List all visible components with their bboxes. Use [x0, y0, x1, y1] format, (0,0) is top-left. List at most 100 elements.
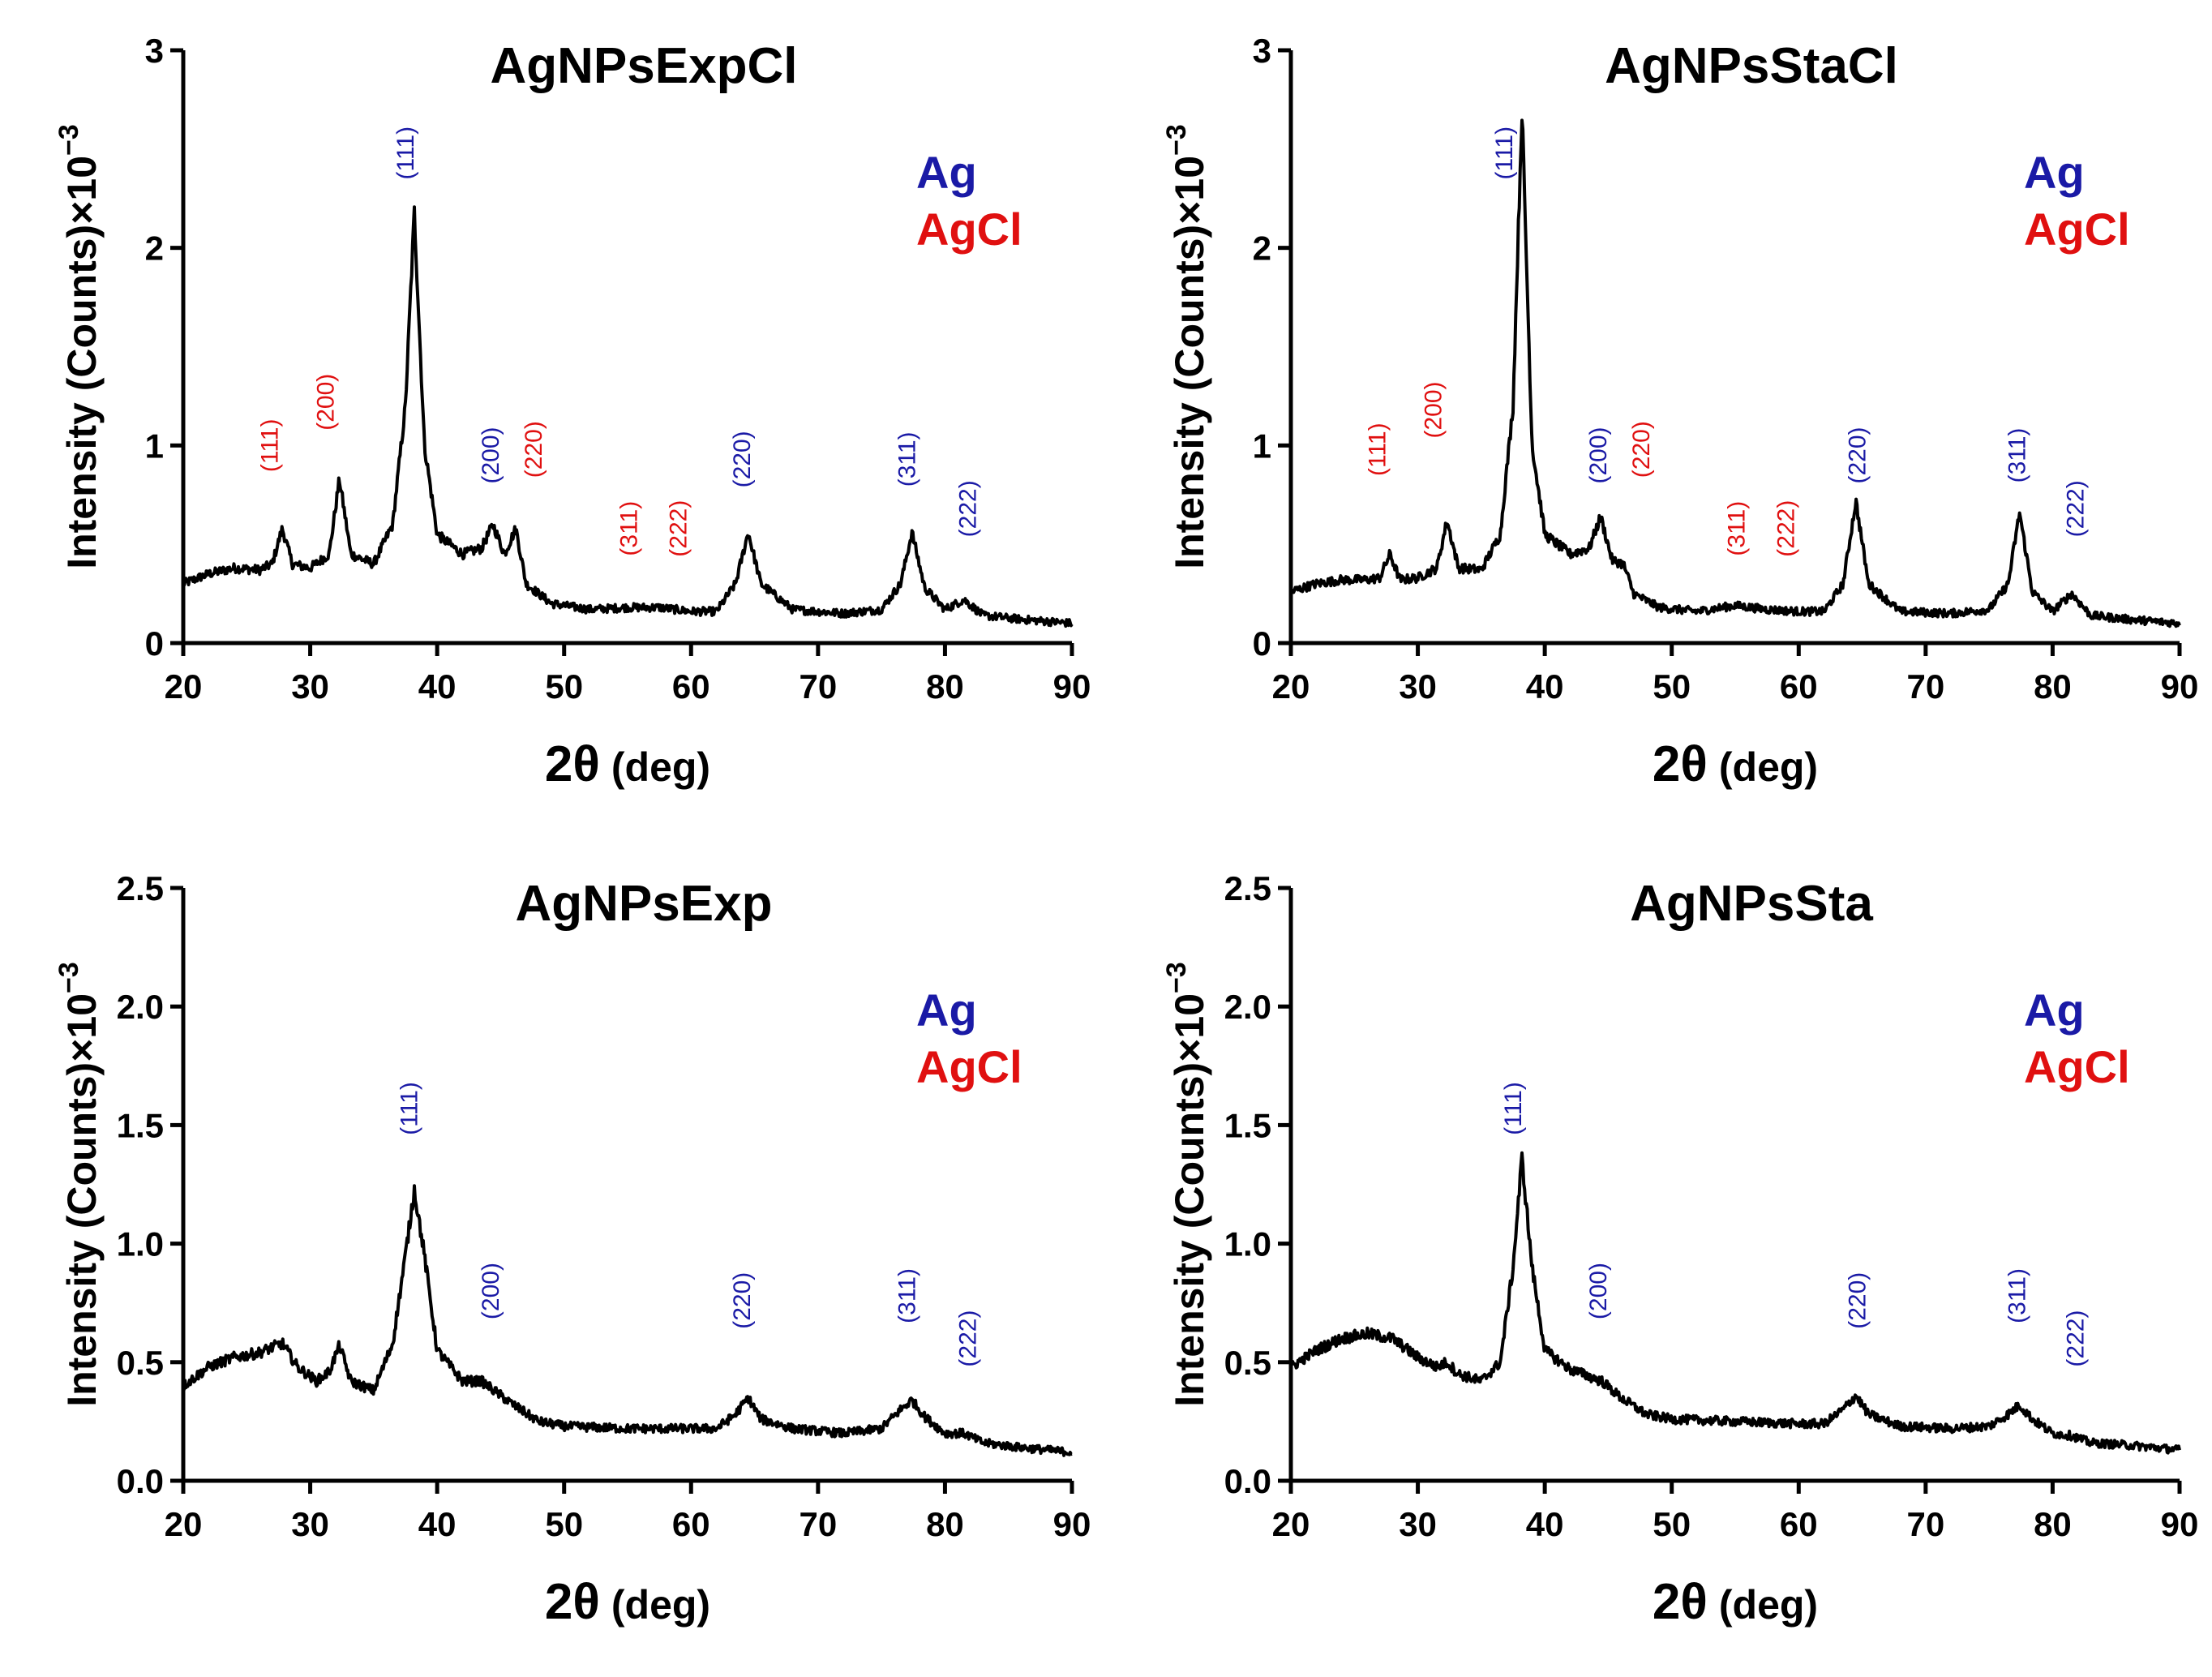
peak-label-ag: (222)	[955, 1310, 982, 1367]
x-tick-label: 80	[2034, 1505, 2072, 1543]
y-axis-title-exponent: −3	[1161, 124, 1192, 156]
peak-label-agcl: (311)	[616, 501, 643, 556]
x-tick-label: 40	[418, 1505, 457, 1543]
peak-label-ag: (311)	[2004, 428, 2031, 483]
y-axis-title-text: Intensity (Counts)×10	[1167, 993, 1212, 1407]
x-axis-title-symbol: 2θ	[545, 736, 600, 792]
peak-label-ag: (311)	[894, 431, 920, 487]
x-tick-label: 70	[799, 1505, 837, 1543]
y-tick-label: 2	[1253, 229, 1271, 268]
peak-label-ag: (222)	[2063, 480, 2090, 537]
chart-panel: 20 30 40 50 60 70 80 90 0 1 2 3 Intensity (Counts)×1…	[1161, 32, 2198, 792]
peak-label-ag: (220)	[1844, 1272, 1871, 1329]
x-axis-title-unit: (deg)	[611, 1582, 710, 1628]
x-tick-label: 40	[1526, 1505, 1564, 1543]
legend-agcl: AgCl	[2024, 1041, 2130, 1092]
y-tick-label: 0	[145, 624, 164, 663]
x-axis-title-symbol: 2θ	[1653, 736, 1708, 792]
x-tick-label: 90	[2161, 1505, 2199, 1543]
x-axis-title-unit: (deg)	[611, 744, 710, 790]
x-axis-title-symbol: 2θ	[1653, 1574, 1708, 1630]
peak-label-ag: (220)	[729, 431, 756, 487]
y-axis-title-text: Intensity (Counts)×10	[1167, 156, 1212, 569]
peak-label-ag: (200)	[478, 1263, 504, 1319]
peak-label-ag: (311)	[894, 1268, 920, 1323]
x-tick-label: 20	[1272, 1505, 1310, 1543]
peak-label-agcl: (220)	[1628, 421, 1655, 478]
x-axis-title-symbol: 2θ	[545, 1574, 600, 1630]
x-tick-label: 70	[1906, 667, 1944, 706]
x-tick-label: 30	[1399, 1505, 1437, 1543]
peak-label-ag: (200)	[1585, 1263, 1612, 1319]
xrd-trace	[1289, 118, 2181, 628]
x-tick-label: 90	[1053, 1505, 1091, 1543]
x-axis-title-unit: (deg)	[1719, 744, 1818, 790]
y-tick-label: 0.5	[117, 1344, 164, 1382]
x-tick-label: 50	[1653, 667, 1691, 706]
legend-ag: Ag	[916, 984, 977, 1036]
chart-title: AgNPsExpCl	[491, 38, 798, 94]
y-axis-title: Intensity (Counts)×10−3	[1161, 962, 1212, 1407]
y-tick-label: 0.0	[117, 1462, 164, 1500]
y-axis-title: Intensity (Counts)×10−3	[1161, 124, 1212, 569]
x-tick-label: 30	[291, 1505, 329, 1543]
chart-title: AgNPsSta	[1630, 876, 1873, 932]
y-axis-title-text: Intensity (Counts)×10	[59, 156, 105, 569]
peak-label-ag: (222)	[955, 480, 982, 537]
y-tick-label: 1.0	[117, 1225, 164, 1263]
legend-agcl: AgCl	[2024, 204, 2130, 255]
y-tick-label: 2	[145, 229, 164, 268]
x-tick-label: 70	[799, 667, 837, 706]
x-tick-label: 50	[545, 1505, 583, 1543]
x-tick-label: 20	[165, 1505, 203, 1543]
peak-label-agcl: (222)	[1773, 500, 1800, 557]
chart-title: AgNPsExp	[516, 876, 773, 932]
x-tick-label: 40	[1526, 667, 1564, 706]
peak-label-agcl: (311)	[1724, 501, 1751, 556]
chart-panel: 20 30 40 50 60 70 80 90 0.0 0.5 1.0 1.5 2.0 2.5 Intens…	[54, 869, 1091, 1630]
xrd-trace	[182, 205, 1074, 628]
y-tick-label: 2.0	[1224, 988, 1271, 1026]
y-tick-label: 3	[145, 32, 164, 70]
x-tick-label: 20	[165, 667, 203, 706]
y-tick-label: 1.0	[1224, 1225, 1271, 1263]
peak-label-agcl: (200)	[1420, 381, 1447, 438]
peak-label-agcl: (222)	[666, 500, 692, 557]
chart-title: AgNPsStaCl	[1605, 38, 1898, 94]
y-tick-label: 0	[1253, 624, 1271, 663]
peak-label-ag: (200)	[1585, 427, 1612, 483]
x-tick-label: 50	[545, 667, 583, 706]
x-tick-label: 30	[1399, 667, 1437, 706]
y-axis-title-exponent: −3	[54, 962, 84, 993]
peak-label-agcl: (111)	[256, 419, 283, 473]
x-tick-label: 50	[1653, 1505, 1691, 1543]
peak-label-agcl: (220)	[521, 421, 547, 478]
y-axis-title: Intensity (Counts)×10−3	[54, 124, 105, 569]
x-tick-label: 40	[418, 667, 457, 706]
y-tick-label: 0.5	[1224, 1344, 1271, 1382]
peak-label-ag: (200)	[478, 427, 504, 483]
x-tick-label: 90	[1053, 667, 1091, 706]
x-axis-title: 2θ (deg)	[545, 1574, 710, 1630]
x-tick-label: 60	[672, 667, 710, 706]
y-axis-title: Intensity (Counts)×10−3	[54, 962, 105, 1407]
legend-agcl: AgCl	[916, 204, 1022, 255]
y-axis-title-exponent: −3	[54, 124, 84, 156]
chart-panel: 20 30 40 50 60 70 80 90 0.0 0.5 1.0 1.5 2.0 2.5 Intens…	[1161, 869, 2198, 1630]
y-tick-label: 2.0	[117, 988, 164, 1026]
y-tick-label: 1	[1253, 427, 1271, 465]
peak-label-ag: (220)	[1844, 427, 1871, 483]
y-axis-title-text: Intensity (Counts)×10	[59, 993, 105, 1407]
peak-label-ag: (311)	[2004, 1268, 2031, 1323]
x-tick-label: 60	[672, 1505, 710, 1543]
y-tick-label: 2.5	[1224, 869, 1271, 907]
peak-label-ag: (111)	[1491, 127, 1518, 180]
xrd-trace	[1289, 1151, 2181, 1455]
legend-ag: Ag	[916, 147, 977, 198]
x-tick-label: 80	[926, 667, 964, 706]
xrd-trace	[182, 1184, 1073, 1457]
chart-panel: 20 30 40 50 60 70 80 90 0 1 2 3 Intensity (Counts)×1…	[54, 32, 1091, 792]
y-tick-label: 1.5	[117, 1106, 164, 1144]
x-tick-label: 60	[1780, 667, 1818, 706]
